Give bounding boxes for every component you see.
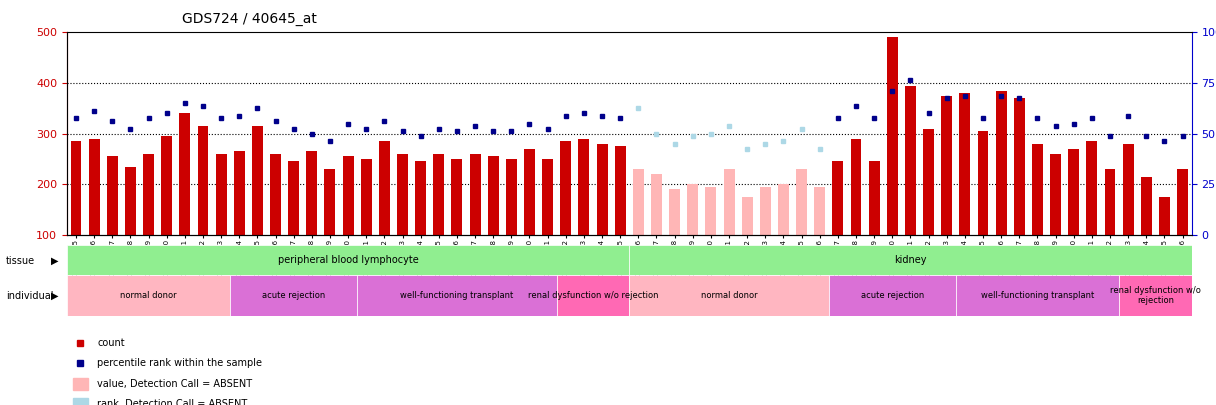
Bar (905, 85, 916, 235)
Bar (597, 144, 608, 235)
FancyBboxPatch shape (358, 275, 557, 316)
Text: percentile rank within the sample: percentile rank within the sample (97, 358, 263, 369)
Bar (687, 184, 698, 235)
Text: ▶: ▶ (51, 291, 58, 301)
Bar (724, 169, 734, 235)
Bar (1159, 197, 1170, 235)
Bar (73, 378, 88, 390)
Bar (579, 139, 590, 235)
Bar (1177, 169, 1188, 235)
Bar (833, 162, 844, 235)
FancyBboxPatch shape (67, 275, 230, 316)
Bar (215, 154, 226, 235)
Bar (361, 159, 372, 235)
Bar (796, 169, 807, 235)
FancyBboxPatch shape (956, 275, 1119, 316)
Bar (923, 129, 934, 235)
Bar (669, 190, 680, 235)
FancyBboxPatch shape (630, 275, 829, 316)
Bar (71, 141, 81, 235)
Bar (632, 169, 643, 235)
Bar (288, 162, 299, 235)
Bar (941, 96, 952, 235)
FancyBboxPatch shape (67, 245, 630, 275)
Bar (180, 113, 190, 235)
Text: peripheral blood lymphocyte: peripheral blood lymphocyte (277, 255, 418, 265)
Bar (107, 156, 118, 235)
Bar (1069, 149, 1080, 235)
Bar (506, 159, 517, 235)
Bar (488, 156, 499, 235)
Bar (469, 154, 480, 235)
Bar (433, 154, 444, 235)
Bar (1086, 141, 1097, 235)
Text: value, Detection Call = ABSENT: value, Detection Call = ABSENT (97, 379, 253, 389)
Bar (125, 166, 136, 235)
Bar (815, 187, 826, 235)
FancyBboxPatch shape (630, 245, 1192, 275)
Bar (978, 131, 989, 235)
FancyBboxPatch shape (1119, 275, 1192, 316)
Text: renal dysfunction w/o rejection: renal dysfunction w/o rejection (528, 291, 658, 300)
Bar (996, 91, 1007, 235)
Bar (760, 187, 771, 235)
Text: tissue: tissue (6, 256, 35, 266)
Bar (143, 154, 154, 235)
Text: count: count (97, 338, 125, 348)
Text: normal donor: normal donor (120, 291, 176, 300)
Bar (1104, 169, 1115, 235)
Bar (868, 162, 879, 235)
FancyBboxPatch shape (230, 275, 358, 316)
Bar (451, 159, 462, 235)
Bar (162, 136, 173, 235)
Text: rank, Detection Call = ABSENT: rank, Detection Call = ABSENT (97, 399, 248, 405)
Bar (379, 141, 390, 235)
Bar (561, 141, 572, 235)
Bar (270, 154, 281, 235)
Bar (1122, 144, 1133, 235)
Text: well-functioning transplant: well-functioning transplant (981, 291, 1094, 300)
Bar (742, 197, 753, 235)
Text: GDS724 / 40645_at: GDS724 / 40645_at (182, 12, 317, 26)
Text: kidney: kidney (894, 255, 927, 265)
Bar (343, 156, 354, 235)
Bar (73, 399, 88, 405)
Bar (197, 126, 208, 235)
Bar (615, 146, 626, 235)
Bar (524, 149, 535, 235)
Bar (705, 187, 716, 235)
Bar (959, 93, 970, 235)
Bar (252, 126, 263, 235)
Bar (1141, 177, 1152, 235)
FancyBboxPatch shape (829, 275, 956, 316)
Text: acute rejection: acute rejection (261, 291, 325, 300)
Bar (886, 37, 897, 235)
Bar (1032, 144, 1043, 235)
Text: well-functioning transplant: well-functioning transplant (400, 291, 513, 300)
Text: normal donor: normal donor (700, 291, 758, 300)
Bar (778, 184, 789, 235)
Bar (233, 151, 244, 235)
Bar (89, 139, 100, 235)
Bar (306, 151, 317, 235)
Text: acute rejection: acute rejection (861, 291, 924, 300)
Bar (651, 174, 662, 235)
Bar (398, 154, 407, 235)
Bar (851, 139, 861, 235)
Bar (325, 169, 336, 235)
Bar (542, 159, 553, 235)
Text: renal dysfunction w/o
rejection: renal dysfunction w/o rejection (1110, 286, 1201, 305)
Bar (1014, 98, 1025, 235)
Text: individual: individual (6, 291, 54, 301)
Bar (415, 162, 426, 235)
Bar (1051, 154, 1062, 235)
FancyBboxPatch shape (557, 275, 630, 316)
Text: ▶: ▶ (51, 256, 58, 266)
